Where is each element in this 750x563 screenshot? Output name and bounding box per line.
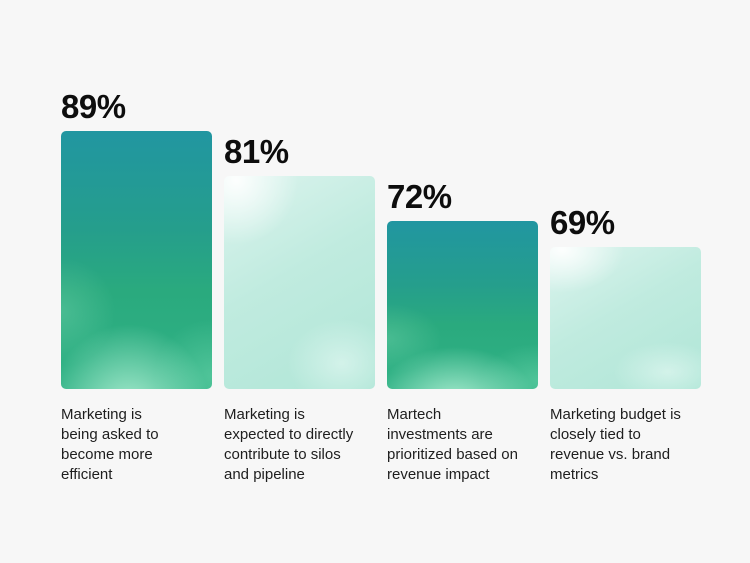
bar-description: Marketing budget is closely tied to reve… <box>550 406 681 483</box>
bar-value-label: 72% <box>387 178 452 215</box>
bar-value-label: 69% <box>550 204 615 241</box>
bar-description: Marketing is being asked to become more … <box>61 406 159 483</box>
bar-column: 69% Marketing budget is closely tied to … <box>550 0 701 485</box>
bar-area: 89% <box>61 0 212 389</box>
bar-column: 72% Martech investments are prioritized … <box>387 0 538 485</box>
bar-value-label: 81% <box>224 133 289 170</box>
bar-value-label: 89% <box>61 88 126 125</box>
bar-description: Marketing is expected to directly contri… <box>224 406 354 483</box>
bar <box>224 176 375 389</box>
bar <box>550 247 701 389</box>
bar-column: 89% Marketing is being asked to become m… <box>61 0 212 485</box>
bar <box>387 221 538 389</box>
bar-column: 81% Marketing is expected to directly co… <box>224 0 375 485</box>
bar-area: 69% <box>550 0 701 389</box>
bar-chart: 89% Marketing is being asked to become m… <box>61 0 702 485</box>
bar-description: Martech investments are prioritized base… <box>387 406 518 483</box>
bar <box>61 131 212 389</box>
bar-area: 81% <box>224 0 375 389</box>
bar-area: 72% <box>387 0 538 389</box>
